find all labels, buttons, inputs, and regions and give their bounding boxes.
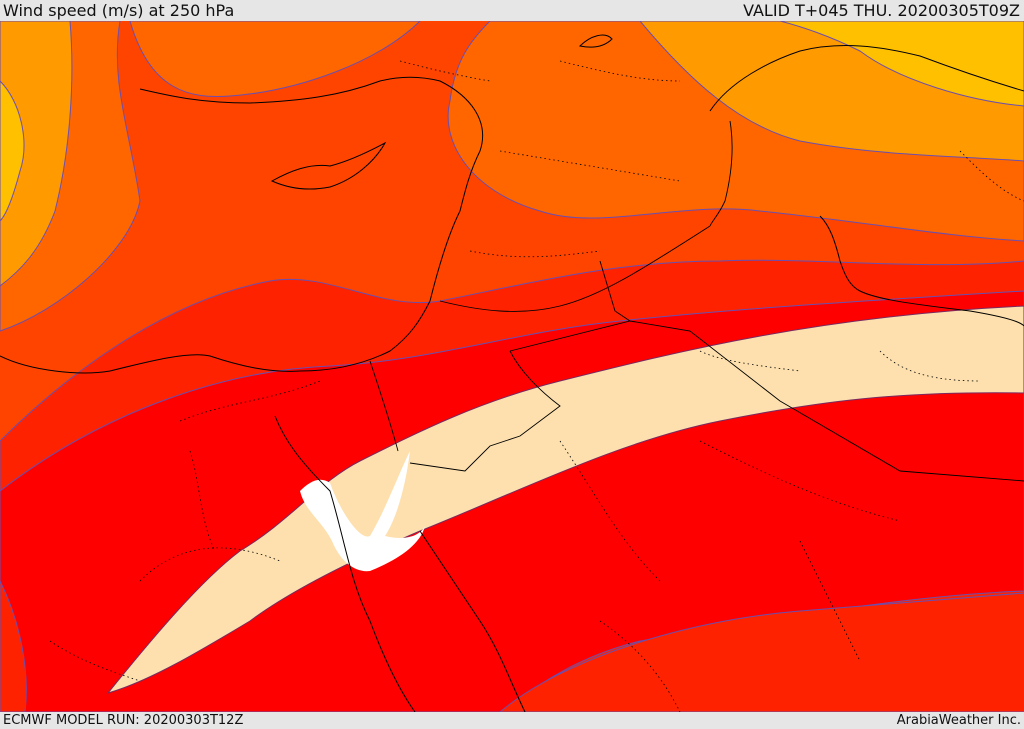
red-orange-sw (0, 580, 27, 712)
red-sea-coast-west (274, 415, 416, 712)
footer-bar: ECMWF MODEL RUN: 20200303T12Z ArabiaWeat… (0, 712, 1024, 729)
border-saudi-jordan (409, 350, 561, 472)
dotted-boundaries-1 (49, 150, 981, 712)
red-orange-south (499, 592, 1024, 712)
border-iran-iraq (709, 120, 733, 227)
cyprus-outline (270, 141, 387, 190)
caspian-sea (578, 34, 613, 48)
orange-patch-north (129, 21, 421, 97)
model-run: ECMWF MODEL RUN: 20200303T12Z (3, 713, 244, 728)
map-title: Wind speed (m/s) at 250 hPa (3, 1, 235, 20)
border-kuwait (599, 260, 631, 322)
white-region (300, 451, 425, 572)
red-sea-coast-east (419, 530, 526, 712)
border-iraq-saudi (439, 225, 711, 312)
iraq-coast-n (709, 45, 1024, 112)
header-bar: Wind speed (m/s) at 250 hPa VALID T+045 … (0, 0, 1024, 21)
border-saudi-line (509, 320, 1024, 482)
yellow-band-nw (0, 80, 25, 222)
mediterranean-coast (0, 76, 484, 374)
wind-speed-map (0, 21, 1024, 712)
light-orange-band-nw (0, 21, 73, 287)
persian-gulf-coast (819, 215, 1024, 327)
border-egypt (369, 360, 399, 452)
valid-time: VALID T+045 THU. 20200305T09Z (743, 1, 1020, 20)
brand-credit: ArabiaWeather Inc. (896, 713, 1021, 728)
yellow-band-ne (779, 21, 1024, 107)
